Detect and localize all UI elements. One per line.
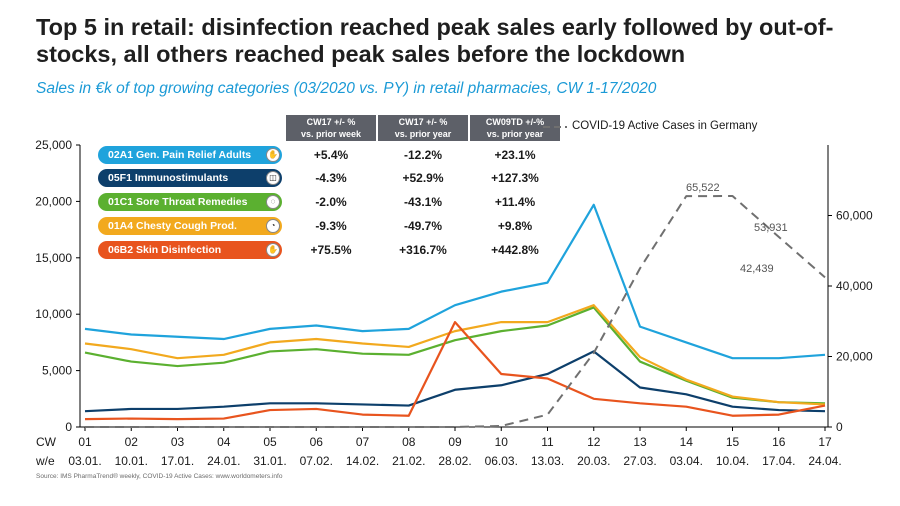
- x-tick-week-ending: 20.03.: [577, 454, 610, 468]
- x-tick-week-ending: 14.02.: [346, 454, 379, 468]
- x-tick-label: 04: [217, 435, 231, 449]
- legend-item-01a4: 01A4 Chesty Cough Prod. ◔: [98, 217, 282, 235]
- series-line-3: [84, 304, 826, 406]
- table-cell: +316.7%: [399, 243, 447, 257]
- x-tick-week-ending: 10.04.: [716, 454, 749, 468]
- legend-item-06b2: 06B2 Skin Disinfection ✋: [98, 241, 282, 259]
- x-tick-week-ending: 31.01.: [253, 454, 286, 468]
- category-icon: ✋: [266, 243, 280, 257]
- x-tick-label: 08: [402, 435, 416, 449]
- table-cell: -49.7%: [403, 219, 443, 233]
- x-tick-week-ending: 13.03.: [531, 454, 564, 468]
- x-tick-label: 06: [310, 435, 324, 449]
- data-label-annotation: 65,522: [686, 182, 720, 194]
- x-tick-week-ending: 24.04.: [808, 454, 841, 468]
- legend-item-label: 05F1 Immunostimulants: [108, 172, 229, 184]
- table-cell: +75.5%: [310, 243, 352, 257]
- y-left-tick-label: 10,000: [35, 307, 72, 321]
- x-tick-week-ending: 24.01.: [207, 454, 240, 468]
- x-tick-week-ending: 03.04.: [670, 454, 703, 468]
- table-cell: +127.3%: [491, 171, 539, 185]
- category-icon: ◔: [266, 219, 280, 233]
- legend-item-label: 01A4 Chesty Cough Prod.: [108, 220, 237, 232]
- category-icon: ◌: [266, 195, 280, 209]
- y-left-tick-label: 0: [65, 420, 72, 434]
- legend-item-05f1: 05F1 Immunostimulants ◫: [98, 169, 282, 187]
- table-header-cw17-prior-week: CW17 +/- % vs. prior week: [286, 115, 376, 141]
- legend-item-01c1: 01C1 Sore Throat Remedies ◌: [98, 193, 282, 211]
- x-tick-label: 14: [680, 435, 694, 449]
- table-cell: +9.8%: [497, 219, 533, 233]
- data-label-annotation: 53,931: [754, 222, 788, 234]
- x-tick-week-ending: 17.04.: [762, 454, 795, 468]
- x-tick-label: 01: [78, 435, 92, 449]
- table-cell: -4.3%: [315, 171, 347, 185]
- x-tick-label: 09: [448, 435, 462, 449]
- y-left-tick-label: 20,000: [35, 194, 72, 208]
- chart-title: Top 5 in retail: disinfection reached pe…: [36, 14, 834, 67]
- x-tick-label: 07: [356, 435, 370, 449]
- x-axis-prefix-cw: CW: [36, 435, 57, 449]
- covid-legend-label: COVID-19 Active Cases in Germany: [572, 120, 758, 132]
- x-tick-week-ending: 10.01.: [115, 454, 148, 468]
- y-right-tick-label: 60,000: [836, 209, 873, 223]
- x-tick-label: 12: [587, 435, 601, 449]
- x-tick-label: 16: [772, 435, 786, 449]
- x-tick-label: 15: [726, 435, 740, 449]
- x-tick-week-ending: 21.02.: [392, 454, 425, 468]
- legend-item-label: 01C1 Sore Throat Remedies: [108, 196, 248, 208]
- table-cell: -9.3%: [315, 219, 347, 233]
- category-icon: ✋: [266, 148, 280, 162]
- series-line-5: [85, 195, 826, 428]
- series-line-0: [84, 203, 826, 360]
- category-icon: ◫: [266, 171, 280, 185]
- table-header-cw17-prior-year: CW17 +/- % vs. prior year: [378, 115, 468, 141]
- y-right-tick-label: 40,000: [836, 279, 873, 293]
- x-tick-label: 03: [171, 435, 185, 449]
- x-axis-prefix-we: w/e: [35, 454, 55, 468]
- y-left-tick-label: 25,000: [35, 138, 72, 152]
- x-tick-week-ending: 07.02.: [300, 454, 333, 468]
- table-cell: -12.2%: [403, 148, 443, 162]
- x-tick-label: 11: [541, 435, 554, 449]
- x-tick-week-ending: 17.01.: [161, 454, 194, 468]
- y-left-tick-label: 5,000: [42, 364, 72, 378]
- x-tick-label: 02: [125, 435, 139, 449]
- table-cell: -43.1%: [403, 195, 443, 209]
- y-right-tick-label: 20,000: [836, 350, 873, 364]
- table-cell: +5.4%: [313, 148, 349, 162]
- series-line-1: [84, 350, 826, 413]
- legend-item-label: 06B2 Skin Disinfection: [108, 244, 222, 256]
- data-label-annotation: 42,439: [740, 263, 774, 275]
- x-tick-label: 10: [495, 435, 509, 449]
- x-tick-week-ending: 28.02.: [438, 454, 471, 468]
- series-line-4: [84, 320, 826, 421]
- y-right-tick-label: 0: [836, 420, 843, 434]
- table-cell: +442.8%: [491, 243, 539, 257]
- x-tick-week-ending: 06.03.: [485, 454, 518, 468]
- x-tick-label: 17: [818, 435, 832, 449]
- source-note: Source: IMS PharmaTrend® weekly, COVID-1…: [36, 473, 283, 480]
- table-cell: -2.0%: [315, 195, 347, 209]
- table-cell: +23.1%: [494, 148, 536, 162]
- x-tick-week-ending: 27.03.: [623, 454, 656, 468]
- chart-subtitle: Sales in €k of top growing categories (0…: [36, 80, 657, 97]
- table-cell: +11.4%: [494, 195, 536, 209]
- legend-item-label: 02A1 Gen. Pain Relief Adults: [108, 149, 252, 161]
- x-tick-label: 05: [263, 435, 277, 449]
- legend-item-02a1: 02A1 Gen. Pain Relief Adults ✋: [98, 146, 282, 164]
- x-tick-week-ending: 03.01.: [68, 454, 101, 468]
- x-tick-label: 13: [633, 435, 647, 449]
- table-cell: +52.9%: [402, 171, 444, 185]
- y-left-tick-label: 15,000: [35, 251, 72, 265]
